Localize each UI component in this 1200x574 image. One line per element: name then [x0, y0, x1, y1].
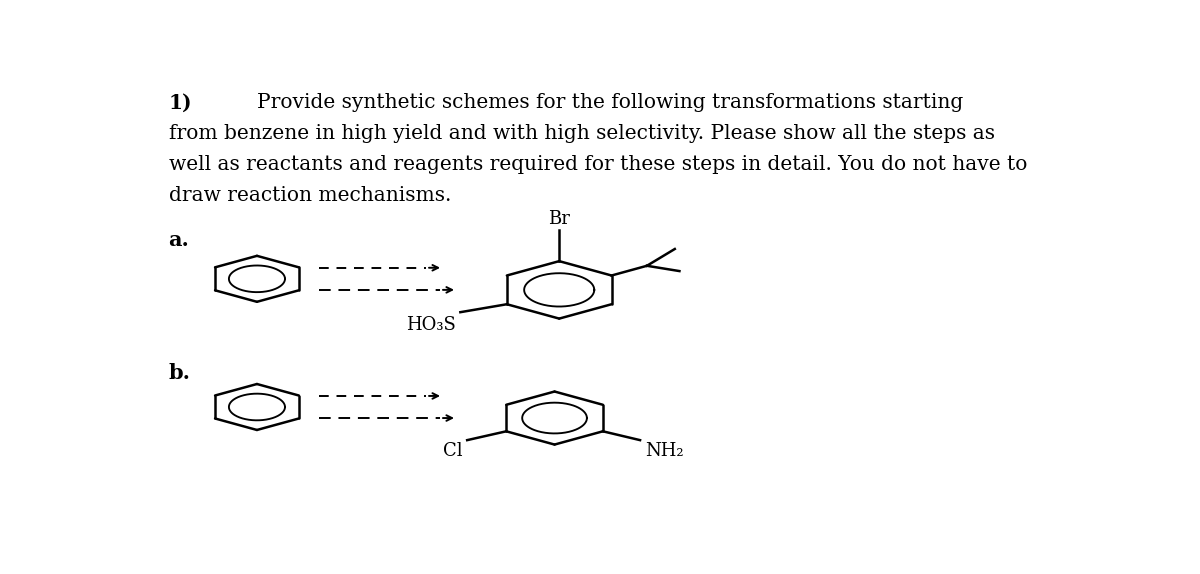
Text: Provide synthetic schemes for the following transformations starting: Provide synthetic schemes for the follow…: [257, 93, 964, 112]
Text: 1): 1): [168, 93, 192, 113]
Text: NH₂: NH₂: [644, 443, 683, 460]
Text: draw reaction mechanisms.: draw reaction mechanisms.: [168, 186, 451, 205]
Text: a.: a.: [168, 230, 190, 250]
Text: Br: Br: [548, 210, 570, 228]
Text: from benzene in high yield and with high selectivity. Please show all the steps : from benzene in high yield and with high…: [168, 124, 995, 143]
Text: b.: b.: [168, 363, 191, 383]
Text: Cl: Cl: [443, 443, 462, 460]
Text: well as reactants and reagents required for these steps in detail. You do not ha: well as reactants and reagents required …: [168, 155, 1027, 174]
Text: HO₃S: HO₃S: [406, 316, 456, 333]
